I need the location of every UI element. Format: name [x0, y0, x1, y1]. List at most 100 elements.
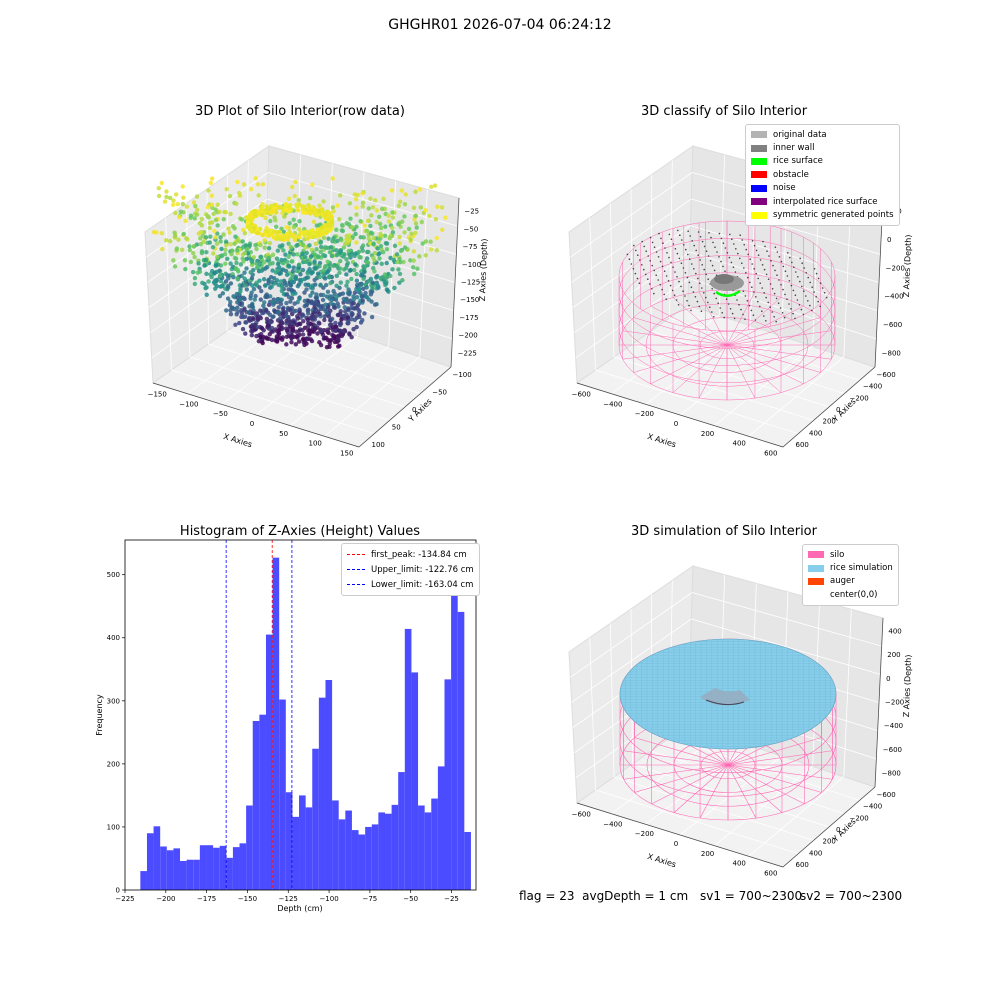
simulation-z-tick-label: −400	[884, 722, 903, 730]
histogram-bar	[345, 810, 352, 890]
raw-y-tick-label: 50	[392, 424, 401, 432]
classify-legend-entry: symmetric generated points	[751, 208, 894, 221]
raw-z-tick-label: −175	[459, 314, 478, 322]
classify-legend-entry: noise	[751, 182, 894, 195]
legend-label: noise	[773, 183, 796, 194]
raw-z-tick-label: −225	[458, 349, 477, 357]
raw-point-cloud	[151, 176, 448, 350]
raw-y-tick-label: 100	[372, 441, 385, 449]
histogram-y-tick-label: 300	[107, 697, 120, 705]
histogram-bar	[160, 846, 167, 890]
classify-z-tick-label: −800	[882, 349, 901, 357]
histogram-bar	[173, 848, 181, 890]
simulation-x-tick-label: 600	[764, 869, 777, 877]
classify-z-tick-label: 0	[887, 236, 891, 244]
classify-x-tick-label: −600	[572, 391, 591, 399]
histogram-y-tick-label: 200	[107, 760, 120, 768]
histogram-bar	[338, 819, 346, 890]
figure-suptitle: GHGHR01 2026-07-04 06:24:12	[388, 17, 612, 33]
histogram-legend-entry: first_peak: -134.84 cm	[347, 547, 474, 562]
histogram-y-tick-label: 500	[107, 571, 120, 579]
classify-axis-lines	[576, 197, 884, 448]
histogram-bar	[404, 628, 412, 890]
raw-x-tick-label: 50	[279, 430, 288, 438]
histogram-legend-entry: Upper_limit: -122.76 cm	[347, 562, 474, 577]
classify-z-tick-label: −600	[883, 321, 902, 329]
classify-y-tick-label: 600	[796, 441, 809, 449]
histogram-bar	[199, 845, 207, 890]
raw-x-tick-label: 0	[250, 420, 254, 428]
raw-pane-floor	[151, 304, 452, 448]
raw-axis-lines	[152, 197, 460, 448]
footer-sv1-text: sv1 = 700~2300	[700, 889, 803, 903]
classify-plot-title: 3D classify of Silo Interior	[640, 104, 808, 119]
histogram-bar	[292, 816, 300, 890]
histogram-bar	[239, 843, 247, 890]
raw-pane-left	[144, 145, 270, 384]
classify-legend-entry: original data	[751, 128, 894, 141]
raw-y-tick-label: −100	[452, 371, 471, 379]
legend-label: obstacle	[773, 169, 809, 180]
legend-label: auger	[830, 576, 855, 587]
legend-line-swatch	[347, 584, 365, 585]
histogram-bar	[384, 813, 392, 890]
raw-z-tick-label: −75	[463, 243, 478, 251]
histogram-x-axis-label: Depth (cm)	[277, 904, 322, 913]
histogram-bar	[252, 720, 260, 890]
histogram-bar	[285, 792, 293, 890]
raw-z-tick-label: −125	[461, 279, 480, 287]
raw-x-tick-label: 100	[308, 440, 321, 448]
classify-legend-entry: interpolated rice surface	[751, 195, 894, 208]
histogram-bar	[398, 772, 405, 890]
histogram-x-tick-label: −200	[156, 895, 175, 903]
histogram-legend-entry: Lower_limit: -163.04 cm	[347, 577, 474, 592]
histogram-bar	[464, 831, 471, 890]
histogram-x-tick-label: −175	[197, 895, 216, 903]
histogram-y-ticks: 0 100 200 300 400 500	[107, 571, 125, 895]
histogram-y-tick-label: 0	[116, 887, 120, 895]
legend-swatch	[751, 211, 767, 219]
simulation-y-tick-label: 200	[823, 838, 836, 846]
simulation-legend-entry: center(0,0)	[808, 588, 893, 601]
histogram-bar	[265, 634, 273, 890]
classify-symmetric-points	[626, 229, 828, 323]
legend-swatch	[751, 144, 767, 152]
legend-label: silo	[830, 549, 845, 560]
histogram-bar	[451, 562, 458, 890]
histogram-bar	[431, 798, 438, 890]
classify-center-cloud	[710, 274, 744, 297]
raw-z-tick-label: −50	[464, 225, 479, 233]
legend-swatch	[808, 577, 824, 585]
histogram-legend: first_peak: -134.84 cm Upper_limit: -122.…	[341, 543, 480, 596]
histogram-x-tick-label: −225	[115, 895, 134, 903]
legend-swatch	[808, 564, 824, 572]
legend-swatch	[751, 171, 767, 179]
histogram-y-axis-label: Frequency	[95, 694, 104, 736]
histogram-bar	[180, 860, 187, 890]
simulation-x-tick-label: 400	[732, 860, 745, 868]
histogram-bar	[411, 672, 419, 890]
legend-label: rice surface	[773, 156, 823, 167]
histogram-bar	[305, 807, 313, 890]
histogram-y-tick-label: 400	[107, 634, 120, 642]
histogram-bar	[378, 812, 385, 890]
simulation-z-tick-label: −200	[885, 699, 904, 707]
raw-z-axis-label: Z Axies (Depth)	[478, 238, 489, 301]
classify-y-tick-label: −600	[876, 371, 895, 379]
classify-legend-entry: rice surface	[751, 155, 894, 168]
histogram-bar	[351, 830, 359, 890]
classify-x-tick-label: 400	[732, 440, 745, 448]
histogram-bar	[457, 611, 465, 890]
histogram-bar	[213, 847, 220, 890]
classify-y-tick-label: −200	[849, 394, 868, 402]
simulation-x-tick-label: 0	[674, 840, 678, 848]
histogram-x-tick-label: −100	[319, 895, 338, 903]
histogram-bar	[424, 812, 432, 890]
legend-line-swatch	[347, 569, 365, 570]
raw-y-tick-label: −50	[432, 388, 447, 396]
simulation-z-axis-label: Z Axies (Depth)	[902, 654, 913, 717]
histogram-x-tick-label: −75	[362, 895, 377, 903]
legend-line-swatch	[347, 554, 365, 555]
